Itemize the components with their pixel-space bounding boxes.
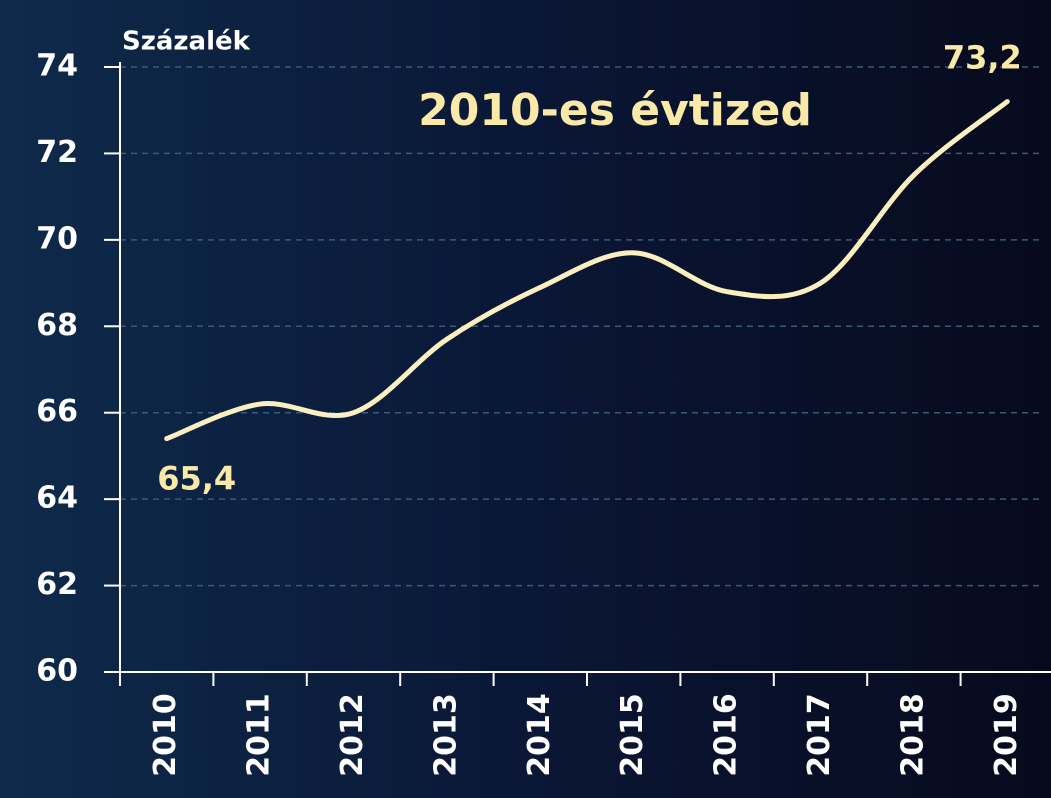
x-tick-label: 2019 <box>989 693 1024 777</box>
y-axis-label: Százalék <box>122 27 251 57</box>
data-line <box>164 99 1010 442</box>
x-tick-label: 2015 <box>615 693 650 777</box>
y-tick-label: 72 <box>36 135 78 170</box>
x-tick-label: 2016 <box>709 693 744 777</box>
y-tick-label: 74 <box>36 49 78 84</box>
x-tick-label: 2011 <box>242 693 277 777</box>
x-tick-label: 2018 <box>895 693 930 777</box>
y-tick-label: 70 <box>36 221 78 256</box>
chart-title: 2010-es évtized <box>418 85 812 136</box>
data-label: 73,2 <box>943 39 1022 77</box>
x-tick-label: 2010 <box>148 693 183 777</box>
data-label: 65,4 <box>157 460 236 498</box>
y-tick-label: 64 <box>36 481 78 516</box>
x-tick-label: 2014 <box>522 693 557 777</box>
x-tick-label: 2012 <box>335 693 370 777</box>
x-tick-label: 2013 <box>428 693 463 777</box>
y-tick-label: 60 <box>36 654 78 689</box>
y-tick-label: 62 <box>36 567 78 602</box>
x-tick-label: 2017 <box>802 693 837 777</box>
y-tick-label: 66 <box>36 394 78 429</box>
y-tick-label: 68 <box>36 308 78 343</box>
